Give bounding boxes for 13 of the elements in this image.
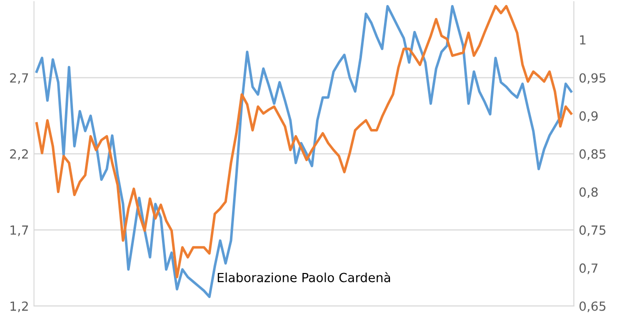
y2-tick-label: 0,7 (579, 263, 598, 274)
y-tick-label: 2,2 (10, 149, 28, 160)
y2-tick-label: 0,65 (579, 301, 606, 312)
y2-tick-label: 0,85 (579, 149, 606, 160)
y-tick-label: 2,7 (10, 73, 28, 84)
y-tick-label: 1,7 (10, 226, 28, 236)
y2-tick-label: 0,8 (579, 187, 598, 198)
y-tick-label: 1,2 (10, 301, 28, 312)
annotation: Elaborazione Paolo Cardenà (218, 272, 390, 282)
y2-tick-label: 0,75 (579, 225, 606, 236)
y2-tick-label: 0,95 (579, 73, 606, 84)
y2-tick-label: 1 (580, 35, 586, 44)
y2-tick-label: 0,9 (579, 111, 598, 122)
